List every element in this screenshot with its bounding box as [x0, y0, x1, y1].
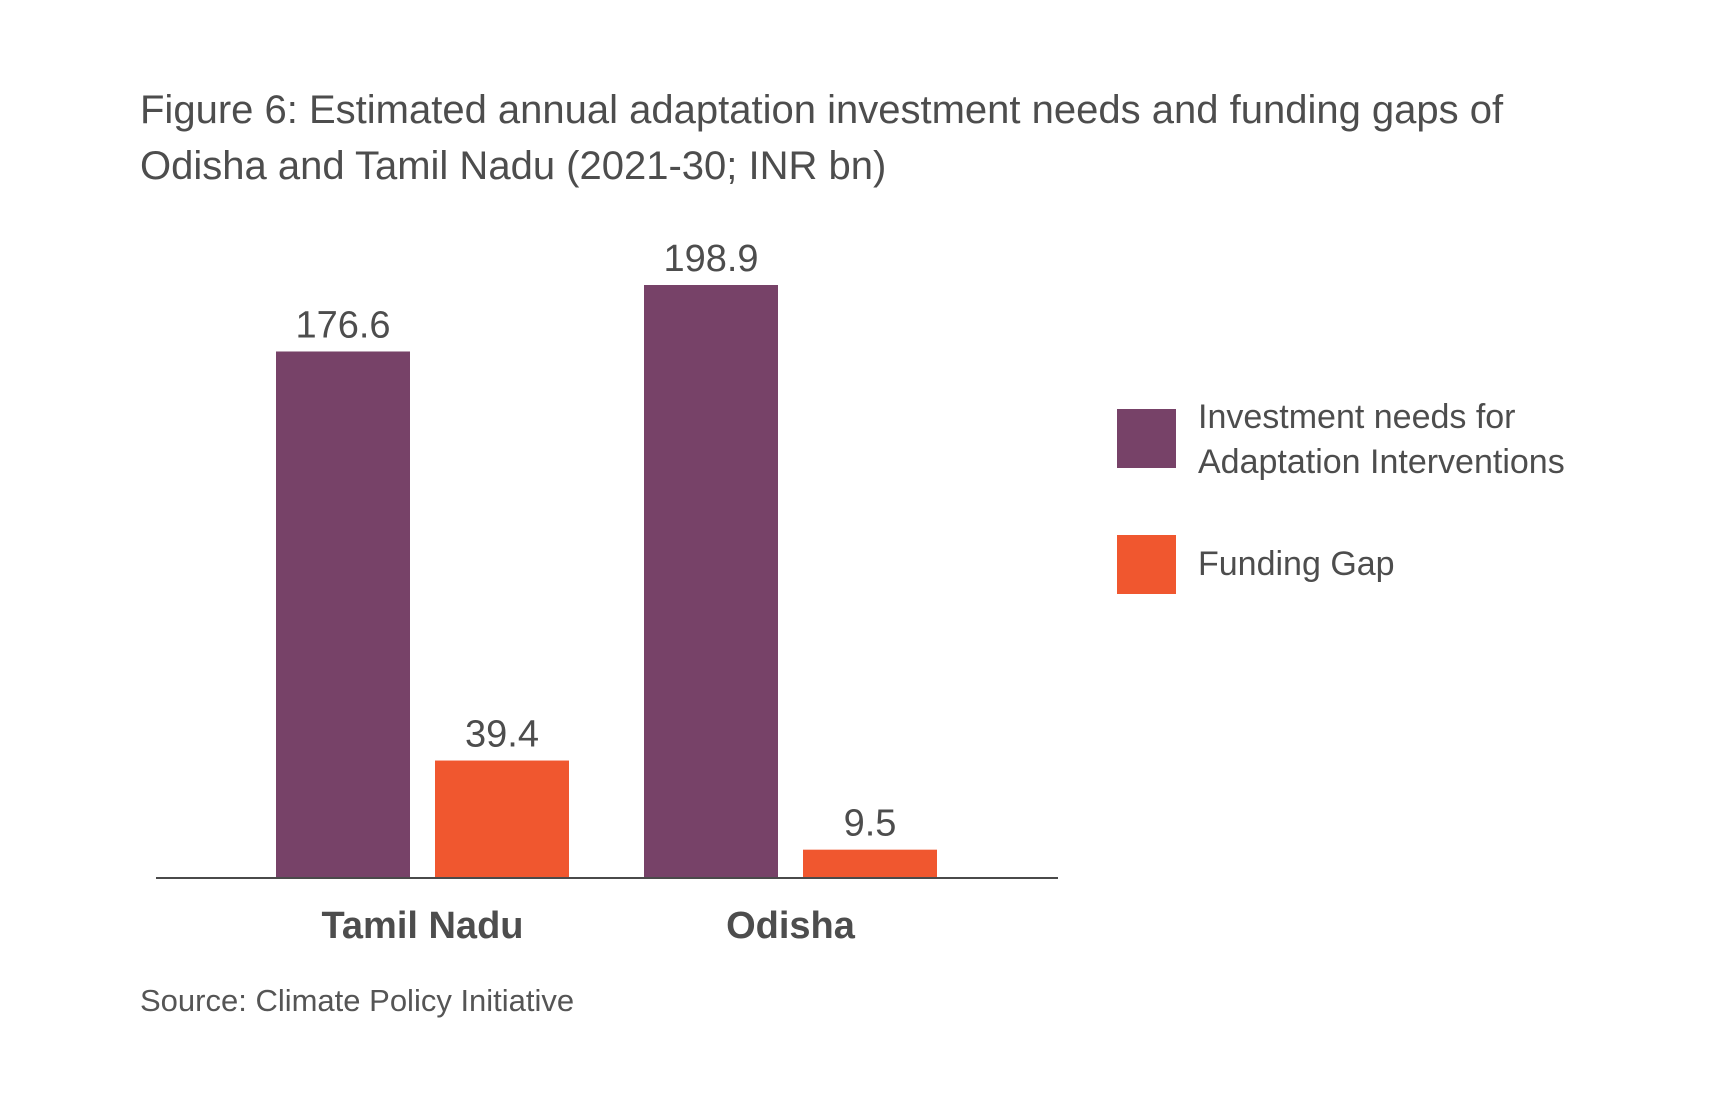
legend-item-investment: Investment needs for Adaptation Interven… — [1117, 395, 1618, 485]
data-label-odisha-funding-gap: 9.5 — [844, 803, 897, 845]
legend-swatch-investment — [1117, 409, 1176, 468]
data-label-tamil-nadu-investment: 176.6 — [295, 304, 390, 346]
bar-tamil-nadu-investment — [276, 351, 410, 878]
chart-title: Figure 6: Estimated annual adaptation in… — [140, 88, 1504, 188]
bar-odisha-funding-gap — [803, 849, 937, 878]
bar-tamil-nadu-funding-gap — [435, 760, 569, 878]
legend-label-funding-gap: Funding Gap — [1198, 545, 1395, 583]
legend: Investment needs for Adaptation Interven… — [1117, 395, 1618, 644]
legend-label-investment: Investment needs for Adaptation Interven… — [1198, 398, 1565, 481]
bar-odisha-investment — [644, 285, 778, 878]
legend-item-funding-gap: Funding Gap — [1117, 535, 1618, 594]
data-label-odisha-investment: 198.9 — [663, 238, 758, 280]
category-label-odisha: Odisha — [726, 905, 856, 947]
data-label-tamil-nadu-funding-gap: 39.4 — [465, 714, 539, 756]
category-label-tamil-nadu: Tamil Nadu — [322, 905, 524, 947]
legend-swatch-funding-gap — [1117, 535, 1176, 594]
source-note: Source: Climate Policy Initiative — [140, 983, 575, 1018]
